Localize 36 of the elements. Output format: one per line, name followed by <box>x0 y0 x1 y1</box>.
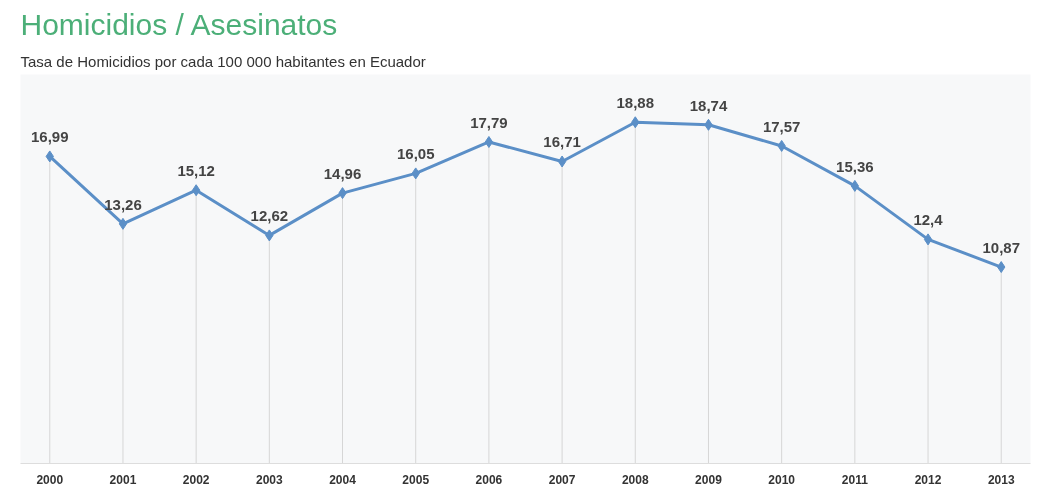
point <box>850 179 860 192</box>
data-label: 12,62 <box>250 207 289 225</box>
x-tick-label: 2011 <box>841 472 869 487</box>
point <box>923 233 933 246</box>
data-label: 13,26 <box>104 195 142 213</box>
chart-title: Homicidios / Asesinatos <box>20 7 338 41</box>
data-label: 18,74 <box>689 96 728 114</box>
x-tick-label: 2002 <box>182 472 210 487</box>
point <box>484 135 494 148</box>
x-tick-label: 2006 <box>475 472 503 487</box>
data-label: 17,57 <box>762 117 801 135</box>
data-label: 17,79 <box>470 113 508 131</box>
x-tick-label: 2009 <box>695 472 723 487</box>
x-tick-label: 2005 <box>402 472 430 487</box>
point <box>118 217 128 230</box>
data-label: 18,88 <box>616 94 655 112</box>
data-label: 14,96 <box>323 165 362 183</box>
data-label: 16,05 <box>396 145 435 163</box>
point <box>557 155 567 168</box>
data-label: 15,12 <box>177 162 215 180</box>
x-tick-label: 2008 <box>621 472 649 487</box>
data-label: 10,87 <box>982 239 1020 257</box>
x-tick-label: 2001 <box>109 472 137 487</box>
x-tick-label: 2013 <box>987 472 1015 487</box>
x-tick-label: 2000 <box>36 472 64 487</box>
x-tick-label: 2012 <box>914 472 942 487</box>
point <box>191 184 201 197</box>
data-label: 16,71 <box>543 133 581 151</box>
chart-subtitle: Tasa de Homicidios por cada 100 000 habitantes en Ecuador <box>20 52 426 70</box>
x-tick-label: 2004 <box>329 472 357 487</box>
data-label: 16,99 <box>31 128 69 146</box>
x-tick-label: 2007 <box>548 472 576 487</box>
data-label: 15,36 <box>836 157 874 175</box>
x-tick-label: 2010 <box>768 472 796 487</box>
data-label: 12,4 <box>913 211 944 229</box>
x-tick-label: 2003 <box>255 472 284 487</box>
